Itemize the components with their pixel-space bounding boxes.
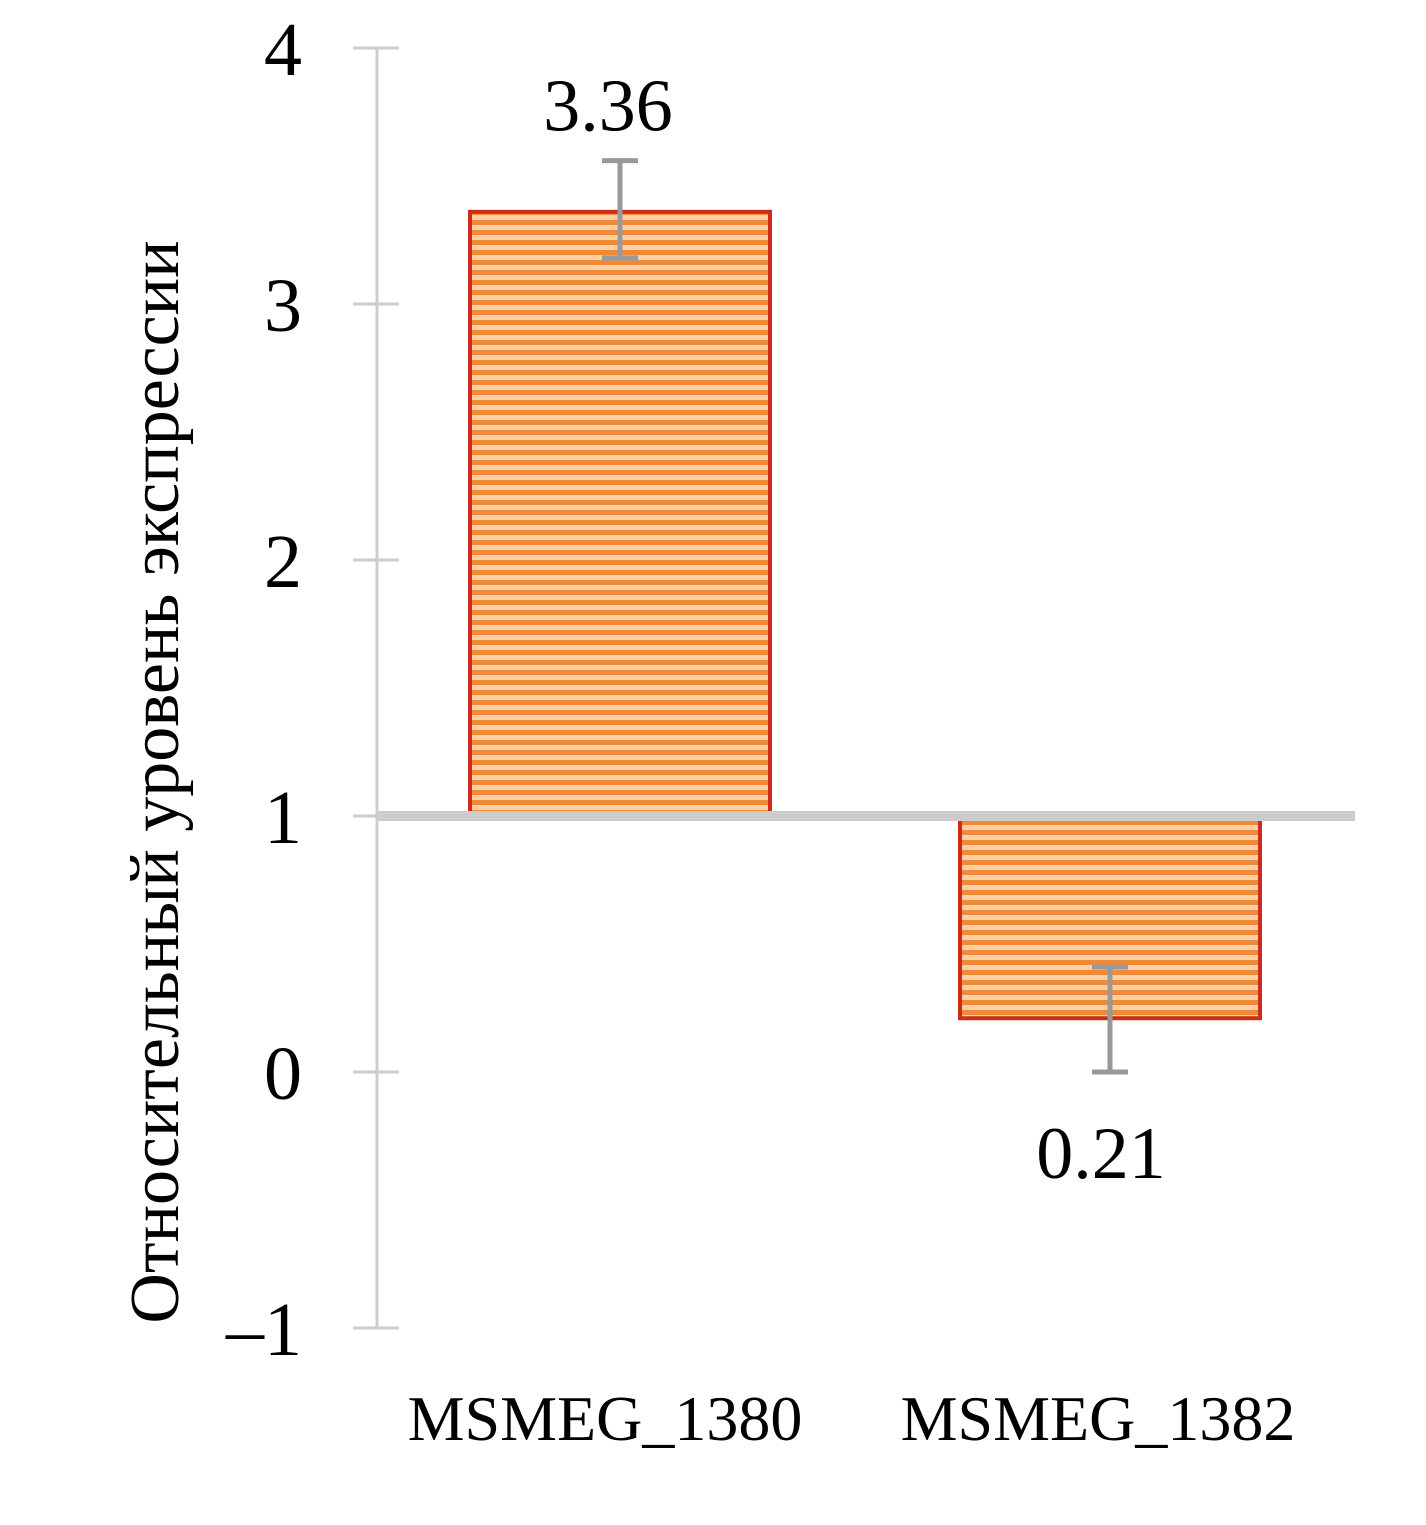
data-label: 0.21	[1036, 1113, 1166, 1195]
y-tick-label: 3	[264, 264, 302, 348]
error-bars	[602, 158, 1128, 1075]
x-category-label: MSMEG_1382	[901, 1383, 1296, 1454]
data-label: 3.36	[543, 66, 673, 148]
bars	[468, 209, 1262, 1021]
y-axis-title: Относительный уровень экспрессии	[117, 240, 194, 1323]
y-tick-label: 4	[264, 8, 302, 92]
y-tick-label: 1	[264, 776, 302, 860]
y-tick-label: 2	[264, 520, 302, 604]
y-axis: 4 3 2 1 0 –1	[225, 8, 399, 1372]
y-tick-label: –1	[225, 1288, 302, 1372]
y-tick-label: 0	[264, 1032, 302, 1116]
x-category-label: MSMEG_1380	[408, 1383, 803, 1454]
bar-MSMEG_1380	[468, 209, 772, 818]
labels: 3.36 MSMEG_1380 0.21 MSMEG_1382	[408, 66, 1296, 1454]
